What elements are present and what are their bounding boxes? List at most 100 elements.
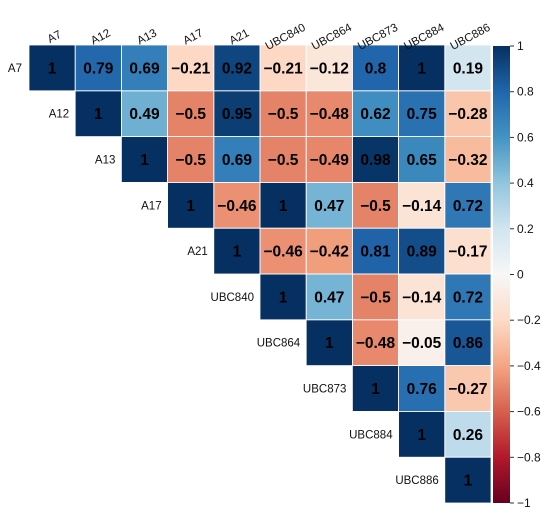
- row-label-A7: A7: [8, 63, 22, 75]
- heatmap-cell-UBC864-UBC864: [306, 319, 353, 366]
- heatmap-cell-A13-A13: [121, 136, 168, 183]
- heatmap-cell-A7-A12: [75, 45, 122, 91]
- colorbar-tick-label: 0.8: [517, 85, 534, 99]
- row-label-A17: A17: [141, 200, 161, 212]
- heatmap-cell-UBC864-UBC886: [444, 319, 491, 366]
- cell-value-A7-UBC884: 1: [417, 60, 426, 77]
- column-label-A17: A17: [181, 27, 205, 47]
- heatmap-cell-A17-UBC886: [444, 182, 491, 229]
- cell-value-UBC840-UBC884: −0.14: [402, 289, 442, 306]
- cell-value-A12-UBC884: 0.75: [407, 106, 438, 123]
- heatmap-cell-A17-A21: [213, 182, 260, 229]
- column-label-A13: A13: [135, 27, 159, 47]
- heatmap-cell-A7-UBC873: [352, 45, 399, 91]
- heatmap-cell-UBC873-UBC886: [444, 365, 491, 412]
- heatmap-cell-A7-A21: [213, 45, 260, 91]
- cell-value-UBC884-UBC886: 0.26: [453, 427, 484, 444]
- row-label-UBC884: UBC884: [349, 429, 393, 441]
- cell-value-UBC840-UBC873: −0.5: [360, 289, 391, 306]
- cell-value-A21-UBC886: −0.17: [448, 244, 487, 261]
- heatmap-cell-UBC840-UBC884: [398, 274, 445, 320]
- colorbar-tick-label: 1: [517, 39, 524, 53]
- heatmap-cell-A17-UBC840: [260, 182, 307, 229]
- row-label-UBC864: UBC864: [257, 338, 301, 350]
- heatmap-cell-A17-A17: [167, 182, 214, 229]
- cell-value-A13-UBC884: 0.65: [407, 152, 438, 169]
- cell-value-UBC840-UBC864: 0.47: [314, 289, 344, 306]
- colorbar-tick-label: 0.2: [517, 222, 534, 236]
- cell-value-A7-A12: 0.79: [83, 60, 114, 77]
- cell-value-UBC886-UBC886: 1: [464, 473, 473, 490]
- colorbar-tick-label: −0.8: [517, 450, 541, 464]
- row-label-UBC873: UBC873: [303, 384, 346, 396]
- row-label-A12: A12: [49, 109, 69, 121]
- heatmap-cell-UBC884-UBC886: [444, 411, 491, 458]
- heatmap-cell-UBC864-UBC884: [398, 319, 445, 366]
- heatmap-cell-UBC864-UBC873: [352, 319, 399, 366]
- cell-value-A21-UBC873: 0.81: [360, 244, 391, 261]
- cell-value-A17-A17: 1: [186, 198, 195, 215]
- cell-value-UBC873-UBC873: 1: [371, 381, 380, 398]
- column-label-A12: A12: [89, 27, 113, 47]
- cell-value-A21-UBC864: −0.42: [310, 244, 349, 261]
- cell-value-A17-UBC840: 1: [279, 198, 288, 215]
- cell-border: [444, 456, 492, 504]
- cell-value-A12-A13: 0.49: [129, 106, 160, 123]
- cell-value-A21-UBC840: −0.46: [263, 244, 303, 261]
- cell-value-A13-A21: 0.69: [222, 152, 253, 169]
- cell-value-A7-UBC873: 0.8: [365, 60, 387, 77]
- cell-value-A12-A17: −0.5: [175, 106, 206, 123]
- cell-value-A7-A13: 0.69: [129, 60, 160, 77]
- cell-value-A13-A13: 1: [140, 152, 149, 169]
- row-labels: A7 A12 A13 A17 A21 UBC840 UBC864 UBC873 UBC884 UB…: [8, 63, 439, 487]
- colorbar-tick-label: −0.4: [517, 359, 541, 373]
- heatmap-cell-A12-UBC864: [306, 90, 353, 137]
- cell-value-A12-UBC864: −0.48: [310, 106, 350, 123]
- cell-value-UBC864-UBC884: −0.05: [402, 335, 442, 352]
- cell-value-A17-UBC873: −0.5: [360, 198, 391, 215]
- colorbar-tick-label: −0.6: [517, 405, 541, 419]
- heatmap-cell-A21-A21: [213, 228, 260, 274]
- heatmap-cell-A7-UBC886: [444, 45, 491, 91]
- heatmap-cell-A17-UBC884: [398, 182, 445, 229]
- heatmap-cell-A13-UBC884: [398, 136, 445, 183]
- heatmap-cell-A7-A13: [121, 45, 168, 91]
- heatmap-cell-UBC873-UBC884: [398, 365, 445, 412]
- cell-value-A13-UBC873: 0.98: [360, 152, 391, 169]
- heatmap-cell-UBC886-UBC886: [444, 457, 491, 503]
- cell-value-A17-UBC884: −0.14: [402, 198, 442, 215]
- cell-value-A21-UBC884: 0.89: [407, 244, 438, 261]
- heatmap-cell-UBC884-UBC884: [398, 411, 445, 458]
- heatmap-cell-UBC840-UBC840: [260, 274, 307, 320]
- cell-value-UBC884-UBC884: 1: [417, 427, 426, 444]
- row-label-A21: A21: [187, 246, 207, 258]
- cell-value-A12-A12: 1: [94, 106, 103, 123]
- heatmap-cell-A13-UBC886: [444, 136, 491, 183]
- heatmap-cell-UBC840-UBC886: [444, 274, 491, 320]
- heatmap-cell-A13-UBC873: [352, 136, 399, 183]
- heatmap-cell-A21-UBC884: [398, 228, 445, 274]
- heatmap-cell-A12-A21: [213, 90, 260, 137]
- cell-value-A7-UBC864: −0.12: [310, 60, 349, 77]
- cell-value-A13-A17: −0.5: [175, 152, 206, 169]
- heatmap-cell-UBC840-UBC864: [306, 274, 353, 320]
- heatmap-cell-A12-UBC873: [352, 90, 399, 137]
- heatmap-cell-UBC873-UBC873: [352, 365, 399, 412]
- colorbar-tick-label: 0.6: [517, 130, 534, 144]
- cell-value-A7-A17: −0.21: [171, 60, 211, 77]
- heatmap-cell-A13-UBC864: [306, 136, 353, 183]
- row-label-A13: A13: [95, 155, 115, 167]
- heatmap-cell-A21-UBC873: [352, 228, 399, 274]
- cell-value-A17-A21: −0.46: [217, 198, 257, 215]
- cell-value-UBC873-UBC884: 0.76: [407, 381, 438, 398]
- row-label-UBC886: UBC886: [395, 475, 438, 487]
- heatmap-cell-A13-UBC840: [260, 136, 307, 183]
- cell-value-UBC840-UBC840: 1: [279, 289, 288, 306]
- heatmap-cell-A12-UBC884: [398, 90, 445, 137]
- heatmap-cells: 1 0.79 0.69 −0.21 0.92 −0.21 −0.12 0.8 1 0.191 0.4…: [28, 44, 492, 504]
- heatmap-cell-A21-UBC886: [444, 228, 491, 274]
- heatmap-cell-A12-UBC886: [444, 90, 491, 137]
- colorbar: 1 0.8 0.6 0.4 0.2 0 −0.2 −0.4 −0.6 −0.8 −1: [493, 39, 541, 510]
- heatmap-cell-A12-UBC840: [260, 90, 307, 137]
- colorbar-tick-label: 0.4: [517, 176, 534, 190]
